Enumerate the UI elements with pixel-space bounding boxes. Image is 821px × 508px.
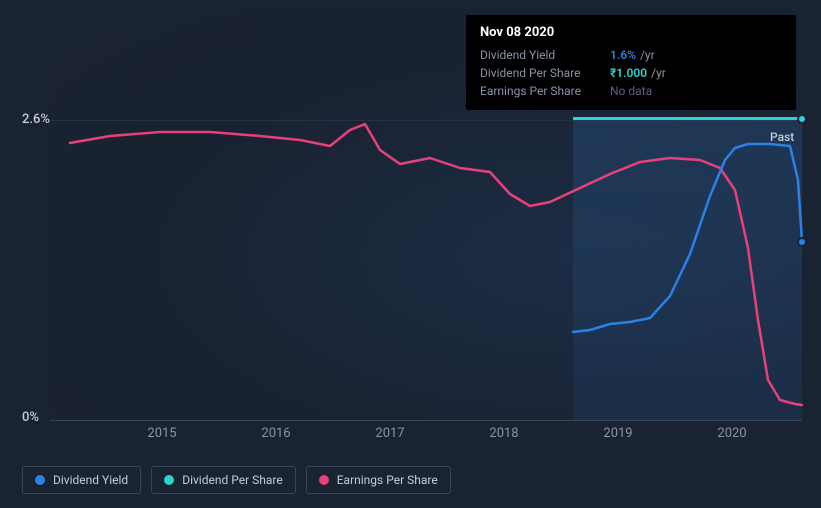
x-tick-2020: 2020 [717,426,746,441]
tooltip-label: Earnings Per Share [480,82,610,100]
legend-dot-icon [164,475,174,485]
x-tick-2019: 2019 [603,426,632,441]
tooltip-label: Dividend Yield [480,46,610,64]
legend-dot-icon [35,475,45,485]
tooltip-title: Nov 08 2020 [480,25,782,40]
past-label: Past [770,130,794,144]
legend-label: Dividend Yield [53,473,128,487]
baseline [50,420,802,421]
x-tick-2017: 2017 [375,426,404,441]
legend-item-dividend-per-share[interactable]: Dividend Per Share [151,466,296,494]
legend: Dividend Yield Dividend Per Share Earnin… [22,466,451,494]
x-tick-2018: 2018 [489,426,518,441]
tooltip: Nov 08 2020 Dividend Yield 1.6% /yr Divi… [466,15,796,110]
dps-end-marker [797,114,807,124]
tooltip-value: 1.6% [610,46,636,64]
legend-item-earnings-per-share[interactable]: Earnings Per Share [306,466,451,494]
legend-dot-icon [319,475,329,485]
tooltip-nodata: No data [610,82,652,100]
tooltip-value: ₹1.000 [610,64,647,82]
y-tick-max: 2.6% [22,112,50,127]
tooltip-row-eps: Earnings Per Share No data [480,82,782,100]
eps-line [70,124,802,405]
legend-item-dividend-yield[interactable]: Dividend Yield [22,466,141,494]
tooltip-unit: /yr [651,64,666,82]
x-tick-2016: 2016 [261,426,290,441]
legend-label: Dividend Per Share [182,473,283,487]
legend-label: Earnings Per Share [337,473,438,487]
x-tick-2015: 2015 [147,426,176,441]
tooltip-label: Dividend Per Share [480,64,610,82]
dy-end-marker [797,237,807,247]
tooltip-unit: /yr [640,46,655,64]
dy-line [573,144,802,332]
y-tick-min: 0% [22,410,39,425]
tooltip-row-dy: Dividend Yield 1.6% /yr [480,46,782,64]
tooltip-row-dps: Dividend Per Share ₹1.000 /yr [480,64,782,82]
